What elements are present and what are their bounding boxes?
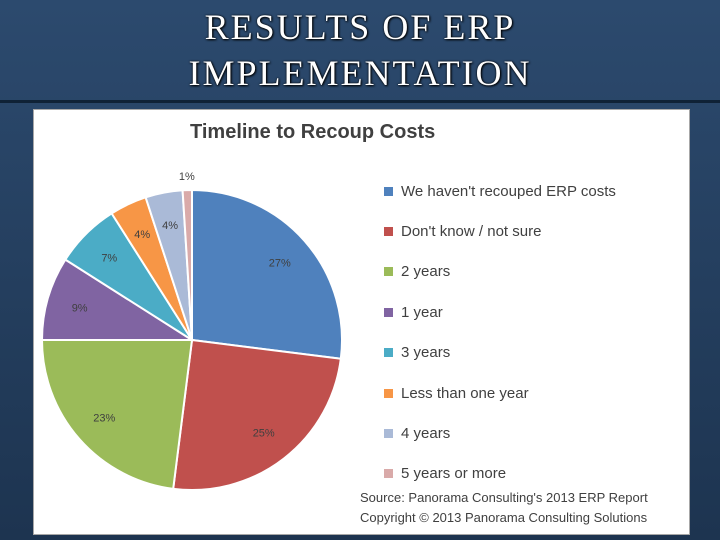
legend-swatch [384,227,393,237]
slide-title-line-2: IMPLEMENTATION [188,53,532,93]
slide-title-line-1: RESULTS OF ERP [204,7,516,47]
slide-title: RESULTS OF ERP IMPLEMENTATION [0,4,720,96]
slice-data-label: 4% [134,229,150,241]
pie-slice [181,188,193,341]
copyright-line: Copyright © 2013 Panorama Consulting Sol… [360,510,648,525]
legend-item: We haven't recouped ERP costs [384,171,684,211]
legend-item: 3 years [384,333,684,373]
legend-label: 4 years [401,425,451,443]
legend-item: 5 years or more [384,454,684,494]
legend-label: 5 years or more [401,465,507,483]
legend-swatch [384,267,393,277]
slice-data-label: 25% [253,427,275,439]
legend-label: 2 years [401,263,451,281]
slice-data-label: 4% [162,220,178,232]
chart-title: Timeline to Recoup Costs [190,121,436,143]
legend-swatch [384,388,393,398]
legend-swatch [384,429,393,439]
chart-source: Source: Panorama Consulting's 2013 ERP R… [360,488,648,528]
legend-label: Less than one year [401,384,529,402]
legend-item: 4 years [384,413,684,453]
legend-item: Don't know / not sure [384,211,684,251]
legend-item: 1 year [384,292,684,332]
legend-swatch [384,348,393,358]
source-line: Source: Panorama Consulting's 2013 ERP R… [360,490,648,505]
legend-label: We haven't recouped ERP costs [401,182,616,200]
slice-data-label: 7% [101,252,117,264]
chart-panel: Timeline to Recoup Costs 27% 25% 23% 9% 7% 4%… [33,109,690,535]
pie-slice [40,258,196,341]
legend-label: 3 years [401,344,451,362]
legend-item: 2 years [384,252,684,292]
slice-data-label: 9% [72,302,88,314]
pie-chart: 27% 25% 23% 9% 7% 4% 4% 1% [40,171,343,491]
legend-label: Don't know / not sure [401,223,542,241]
slice-data-label: 23% [93,412,115,424]
pie-slice [172,338,342,491]
pie-slice [191,188,343,360]
legend-label: 1 year [401,303,443,321]
legend-swatch [384,186,393,196]
title-divider [0,100,720,103]
pie-slice [40,339,194,490]
chart-legend: We haven't recouped ERP costs Don't know … [384,171,684,494]
slice-data-label: 1% [179,171,195,183]
slice-data-label: 27% [269,258,291,270]
legend-item: Less than one year [384,373,684,413]
legend-swatch [384,469,393,479]
legend-swatch [384,307,393,317]
